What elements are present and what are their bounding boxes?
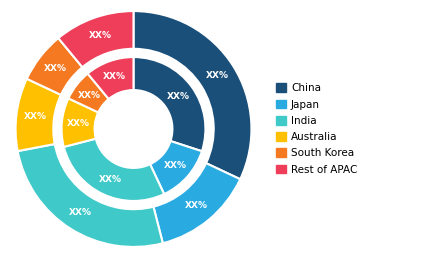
Wedge shape (150, 141, 202, 194)
Text: XX%: XX% (78, 91, 101, 100)
Text: XX%: XX% (98, 175, 121, 184)
Wedge shape (18, 144, 163, 247)
Text: XX%: XX% (164, 161, 186, 170)
Text: XX%: XX% (206, 71, 229, 80)
Text: XX%: XX% (167, 92, 190, 101)
Wedge shape (134, 57, 206, 151)
Text: XX%: XX% (103, 72, 126, 81)
Text: XX%: XX% (185, 201, 208, 210)
Wedge shape (27, 38, 82, 95)
Wedge shape (134, 11, 251, 179)
Wedge shape (88, 57, 134, 99)
Text: XX%: XX% (24, 112, 47, 121)
Wedge shape (16, 79, 61, 151)
Text: XX%: XX% (89, 31, 111, 40)
Text: XX%: XX% (44, 64, 67, 73)
Wedge shape (64, 139, 164, 201)
Text: XX%: XX% (67, 119, 90, 128)
Wedge shape (61, 98, 98, 147)
Wedge shape (69, 74, 109, 112)
Legend: China, Japan, India, Australia, South Korea, Rest of APAC: China, Japan, India, Australia, South Ko… (272, 79, 361, 179)
Wedge shape (58, 11, 134, 67)
Text: XX%: XX% (69, 208, 92, 217)
Wedge shape (154, 163, 240, 243)
